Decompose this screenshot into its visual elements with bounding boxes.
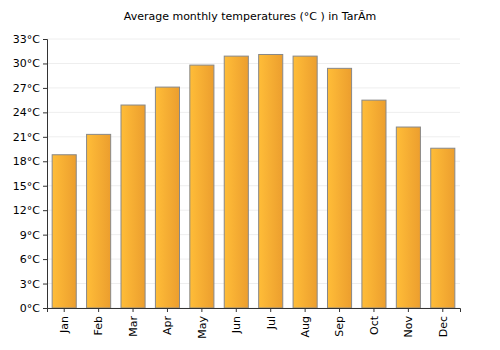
grid-line <box>47 63 460 64</box>
bar <box>121 105 145 308</box>
x-tick: Jul <box>265 308 278 330</box>
y-tick-label: 0°C <box>20 302 40 315</box>
y-tick: 0°C <box>20 302 47 315</box>
y-tick-mark <box>43 112 47 113</box>
x-tick-label: Apr <box>161 316 174 336</box>
y-tick: 18°C <box>13 155 47 168</box>
x-axis-line <box>48 309 461 313</box>
y-tick-label: 21°C <box>13 131 40 144</box>
x-tick-label: Aug <box>299 316 312 337</box>
x-tick: Oct <box>368 308 381 335</box>
chart: Average monthly temperatures (°C ) in Ta… <box>0 0 500 350</box>
bar <box>224 56 248 308</box>
bar <box>259 54 283 308</box>
y-tick-label: 24°C <box>13 106 40 119</box>
x-tick-mark <box>270 308 271 312</box>
y-tick-mark <box>43 210 47 211</box>
x-tick-mark <box>167 308 168 312</box>
y-tick: 6°C <box>20 253 47 266</box>
x-tick: Sep <box>333 308 346 337</box>
x-tick-label: Dec <box>437 316 450 337</box>
x-tick: Apr <box>161 308 174 335</box>
x-tick-label: May <box>196 316 209 339</box>
y-tick: 24°C <box>13 106 47 119</box>
x-tick: Nov <box>402 308 415 337</box>
y-tick: 27°C <box>13 82 47 95</box>
x-tick: Jun <box>230 308 243 334</box>
y-tick-label: 9°C <box>20 229 40 242</box>
x-tick-mark <box>305 308 306 312</box>
x-tick-mark <box>236 308 237 312</box>
x-tick: Dec <box>437 308 450 337</box>
bar <box>396 127 420 308</box>
x-tick-mark <box>201 308 202 312</box>
plot-area: 0°C 3°C 6°C 9°C 12°C 15°C 18°C 21°C 24°C 27°C 30°C… <box>13 33 461 339</box>
bar <box>327 68 351 308</box>
bar <box>87 134 111 308</box>
y-tick-label: 6°C <box>20 253 40 266</box>
bar <box>431 148 455 308</box>
y-tick-mark <box>43 88 47 89</box>
x-tick: Aug <box>299 308 312 337</box>
x-tick-label: Jul <box>265 316 278 330</box>
y-tick-mark <box>43 39 47 40</box>
grid <box>47 39 460 308</box>
x-tick-mark <box>98 308 99 312</box>
y-tick-label: 12°C <box>13 204 40 217</box>
grid-line <box>47 112 460 113</box>
y-axis-line <box>43 40 48 309</box>
x-tick-label: Mar <box>127 316 140 337</box>
x-tick-label: Jun <box>230 316 243 334</box>
bar <box>293 56 317 308</box>
y-tick: 9°C <box>20 229 47 242</box>
x-tick: Feb <box>92 308 105 335</box>
grid-line <box>47 87 460 88</box>
y-tick: 12°C <box>13 204 47 217</box>
x-tick: May <box>196 308 209 339</box>
x-tick-mark <box>442 308 443 312</box>
bar <box>52 155 76 308</box>
y-tick-mark <box>43 186 47 187</box>
bars <box>52 54 455 308</box>
y-tick: 33°C <box>13 33 47 46</box>
x-tick-mark <box>339 308 340 312</box>
y-tick-mark <box>43 284 47 285</box>
x-tick-mark <box>133 308 134 312</box>
y-tick-label: 30°C <box>13 57 40 70</box>
y-tick-label: 33°C <box>13 33 40 46</box>
y-tick-label: 18°C <box>13 155 40 168</box>
title: Average monthly temperatures (°C ) in Ta… <box>124 10 376 23</box>
y-tick: 21°C <box>13 131 47 144</box>
x-tick-mark <box>373 308 374 312</box>
bar <box>362 100 386 308</box>
y-tick-label: 3°C <box>20 278 40 291</box>
x-tick-label: Jan <box>58 316 71 334</box>
y-tick: 30°C <box>13 57 47 70</box>
x-tick: Mar <box>127 308 140 337</box>
y-tick: 3°C <box>20 278 47 291</box>
x-axis: Jan Feb Mar Apr May Jun Jul Aug Sep Oct Nov Dec <box>48 308 461 339</box>
x-tick: Jan <box>58 308 71 334</box>
x-tick-label: Oct <box>368 315 381 335</box>
bar <box>190 65 214 308</box>
y-tick-mark <box>43 235 47 236</box>
x-tick-mark <box>64 308 65 312</box>
grid-line <box>47 39 460 40</box>
x-tick-mark <box>408 308 409 312</box>
y-tick-mark <box>43 63 47 64</box>
x-tick-label: Sep <box>333 316 346 337</box>
y-tick-mark <box>43 308 47 309</box>
x-tick-label: Nov <box>402 316 415 338</box>
y-tick-mark <box>43 259 47 260</box>
y-tick: 15°C <box>13 180 47 193</box>
y-tick-label: 27°C <box>13 82 40 95</box>
bar <box>155 87 179 308</box>
y-axis: 0°C 3°C 6°C 9°C 12°C 15°C 18°C 21°C 24°C 27°C 30°C… <box>13 33 48 315</box>
y-tick-label: 15°C <box>13 180 40 193</box>
y-tick-mark <box>43 137 47 138</box>
y-tick-mark <box>43 161 47 162</box>
x-tick-label: Feb <box>92 316 105 335</box>
